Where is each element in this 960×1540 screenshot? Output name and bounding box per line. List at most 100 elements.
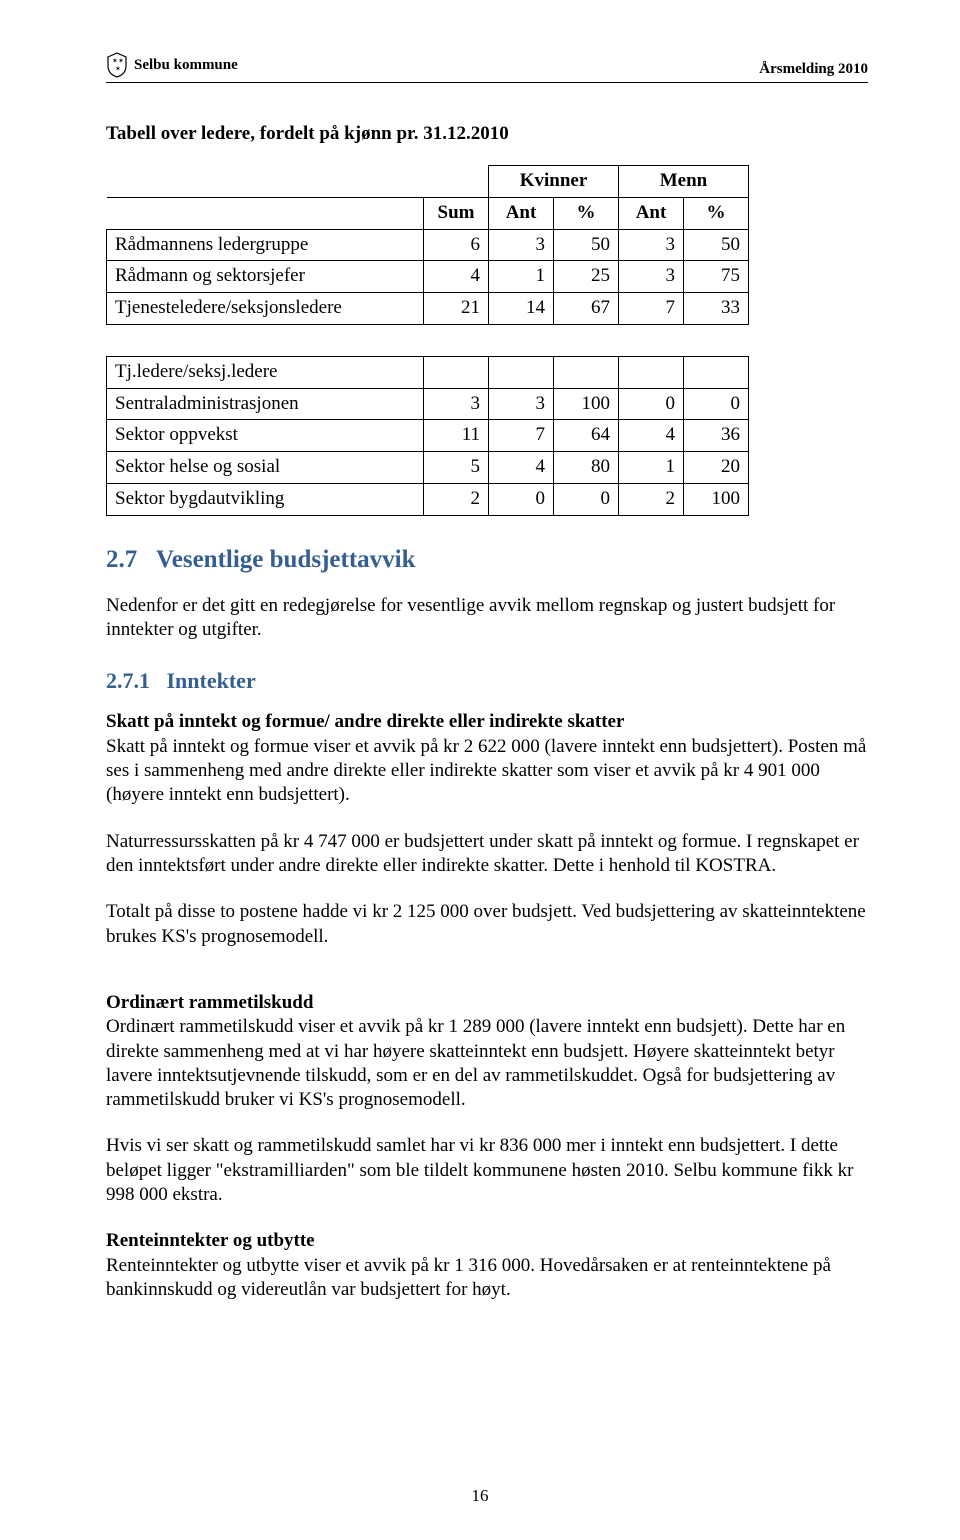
cell: 7 (489, 420, 554, 452)
para-rammetilskudd-heading: Ordinært rammetilskudd (106, 992, 313, 1013)
th-sum: Sum (424, 197, 489, 229)
table-row: Rådmann og sektorsjefer 4 1 25 3 75 (107, 261, 749, 293)
cell: 2 (424, 483, 489, 515)
para-skatt-body: Skatt på inntekt og formue viser et avvi… (106, 736, 866, 806)
header-municipality: Selbu kommune (134, 57, 238, 74)
section-2-7-1-heading: 2.7.1 Inntekter (106, 668, 868, 694)
para-rente-body: Renteinntekter og utbytte viser et avvik… (106, 1255, 831, 1300)
cell-blank (424, 324, 489, 356)
subsection-title: Inntekter (167, 668, 256, 693)
cell: 14 (489, 293, 554, 325)
th-pct-k: % (554, 197, 619, 229)
page-container: ✶ ✶ ✶ Selbu kommune Årsmelding 2010 Tabe… (0, 0, 960, 1540)
cell: 5 (424, 452, 489, 484)
cell-label: Sektor bygdautvikling (107, 483, 424, 515)
cell-label: Tjenesteledere/seksjonsledere (107, 293, 424, 325)
table-row: Sektor bygdautvikling 2 0 0 2 100 (107, 483, 749, 515)
para-rente: Renteinntekter og utbytte Renteinntekter… (106, 1229, 868, 1302)
cell: 4 (489, 452, 554, 484)
cell: 36 (684, 420, 749, 452)
table-title: Tabell over ledere, fordelt på kjønn pr.… (106, 123, 868, 145)
cell-label: Sektor helse og sosial (107, 452, 424, 484)
para-samlet: Hvis vi ser skatt og rammetilskudd samle… (106, 1134, 868, 1207)
cell: 3 (489, 388, 554, 420)
cell: 1 (619, 452, 684, 484)
cell: 25 (554, 261, 619, 293)
th-blank (107, 166, 424, 198)
cell: 33 (684, 293, 749, 325)
cell: 64 (554, 420, 619, 452)
page-number: 16 (0, 1486, 960, 1506)
cell: 50 (684, 229, 749, 261)
th-blank3 (107, 197, 424, 229)
cell: 3 (619, 261, 684, 293)
para-rente-heading: Renteinntekter og utbytte (106, 1230, 315, 1251)
cell: 1 (489, 261, 554, 293)
cell-blank (619, 324, 684, 356)
cell-label: Sentraladministrasjonen (107, 388, 424, 420)
th-blank2 (424, 166, 489, 198)
cell: 0 (684, 388, 749, 420)
cell: 50 (554, 229, 619, 261)
th-ant-m: Ant (619, 197, 684, 229)
cell: 0 (554, 483, 619, 515)
leaders-table: Kvinner Menn Sum Ant % Ant % Rådmannens … (106, 165, 749, 516)
cell-blank (684, 356, 749, 388)
para-naturressurs: Naturressursskatten på kr 4 747 000 er b… (106, 830, 868, 879)
cell: 20 (684, 452, 749, 484)
cell-label: Sektor oppvekst (107, 420, 424, 452)
svg-text:✶: ✶ (118, 57, 124, 65)
cell: 3 (424, 388, 489, 420)
cell: 3 (489, 229, 554, 261)
cell: 100 (554, 388, 619, 420)
th-kvinner: Kvinner (489, 166, 619, 198)
table-subhead-row: Tj.ledere/seksj.ledere (107, 356, 749, 388)
cell: 3 (619, 229, 684, 261)
header-left-block: ✶ ✶ ✶ Selbu kommune (106, 52, 238, 78)
header-report-title: Årsmelding 2010 (759, 61, 868, 78)
th-pct-m: % (684, 197, 749, 229)
cell-label: Rådmannens ledergruppe (107, 229, 424, 261)
cell-blank (424, 356, 489, 388)
cell-blank (489, 324, 554, 356)
section-2-7-intro: Nedenfor er det gitt en redegjørelse for… (106, 594, 868, 643)
cell: 6 (424, 229, 489, 261)
table-header-row-2: Sum Ant % Ant % (107, 197, 749, 229)
cell: 4 (424, 261, 489, 293)
para-rammetilskudd: Ordinært rammetilskudd Ordinært rammetil… (106, 991, 868, 1113)
table-row: Tjenesteledere/seksjonsledere 21 14 67 7… (107, 293, 749, 325)
cell-blank (489, 356, 554, 388)
cell: 0 (619, 388, 684, 420)
th-menn: Menn (619, 166, 749, 198)
cell: 4 (619, 420, 684, 452)
page-header: ✶ ✶ ✶ Selbu kommune Årsmelding 2010 (106, 52, 868, 83)
cell-subhead: Tj.ledere/seksj.ledere (107, 356, 424, 388)
para-skatt-heading: Skatt på inntekt og formue/ andre direkt… (106, 711, 624, 732)
cell: 2 (619, 483, 684, 515)
table-spacer-row (107, 324, 749, 356)
table-row: Rådmannens ledergruppe 6 3 50 3 50 (107, 229, 749, 261)
th-ant-k: Ant (489, 197, 554, 229)
para-skatt: Skatt på inntekt og formue/ andre direkt… (106, 710, 868, 807)
cell: 67 (554, 293, 619, 325)
cell-blank (107, 324, 424, 356)
municipality-logo-icon: ✶ ✶ ✶ (106, 52, 128, 78)
cell-blank (684, 324, 749, 356)
cell: 100 (684, 483, 749, 515)
table-row: Sentraladministrasjonen 3 3 100 0 0 (107, 388, 749, 420)
cell-blank (554, 324, 619, 356)
svg-text:✶: ✶ (115, 65, 121, 73)
table-row: Sektor oppvekst 11 7 64 4 36 (107, 420, 749, 452)
section-title: Vesentlige budsjettavvik (156, 546, 416, 573)
section-2-7-heading: 2.7 Vesentlige budsjettavvik (106, 546, 868, 574)
cell-blank (554, 356, 619, 388)
table-row: Sektor helse og sosial 5 4 80 1 20 (107, 452, 749, 484)
cell: 7 (619, 293, 684, 325)
cell-label: Rådmann og sektorsjefer (107, 261, 424, 293)
subsection-number: 2.7.1 (106, 668, 150, 693)
cell-blank (619, 356, 684, 388)
cell: 80 (554, 452, 619, 484)
para-rammetilskudd-body: Ordinært rammetilskudd viser et avvik på… (106, 1016, 845, 1110)
cell: 11 (424, 420, 489, 452)
cell: 0 (489, 483, 554, 515)
